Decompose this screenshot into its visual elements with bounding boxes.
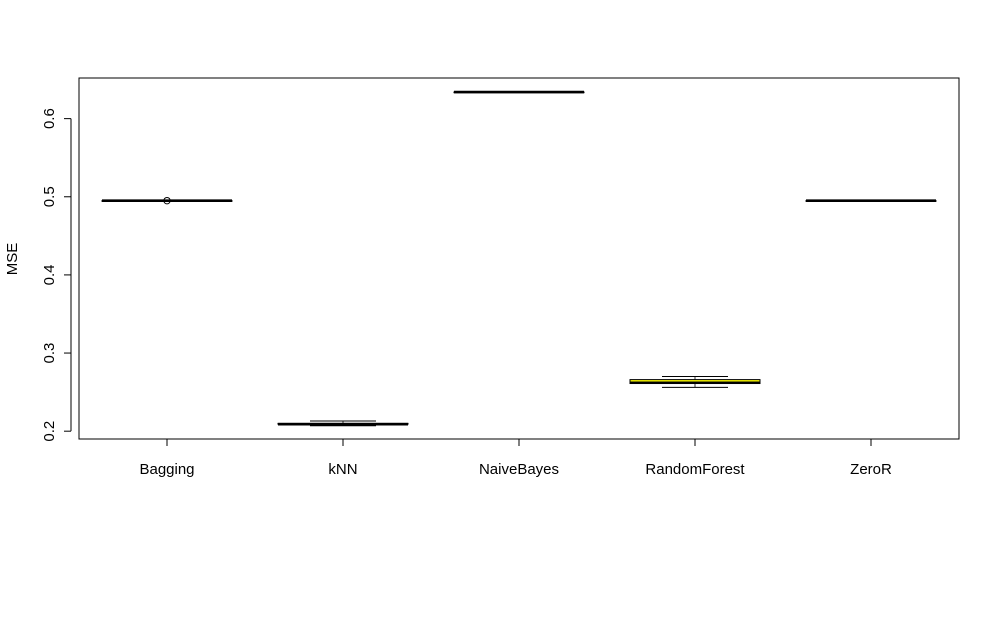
boxes (101, 90, 937, 427)
x-tick-label: kNN (328, 461, 357, 478)
x-tick-label: RandomForest (645, 461, 745, 478)
y-axis-label: MSE (4, 243, 21, 276)
y-tick-label: 0.5 (41, 186, 58, 207)
x-tick-label: Bagging (139, 461, 194, 478)
x-tick-label: NaiveBayes (479, 461, 559, 478)
plot-frame (78, 77, 960, 440)
box-bagging (101, 196, 233, 205)
box-zeror (805, 199, 937, 202)
box-naivebayes (453, 90, 585, 94)
outlier-point (163, 196, 171, 205)
y-axis: 0.2 0.3 0.4 0.5 0.6 (41, 108, 72, 442)
x-tick-label: ZeroR (850, 461, 892, 478)
y-tick-label: 0.6 (41, 108, 58, 129)
y-tick-label: 0.4 (41, 264, 58, 285)
x-axis: Bagging kNN NaiveBayes RandomForest ZeroR (139, 438, 892, 478)
y-tick-label: 0.3 (41, 343, 58, 364)
box-knn (277, 420, 409, 427)
box-randomforest (629, 375, 761, 388)
y-tick-label: 0.2 (41, 421, 58, 442)
